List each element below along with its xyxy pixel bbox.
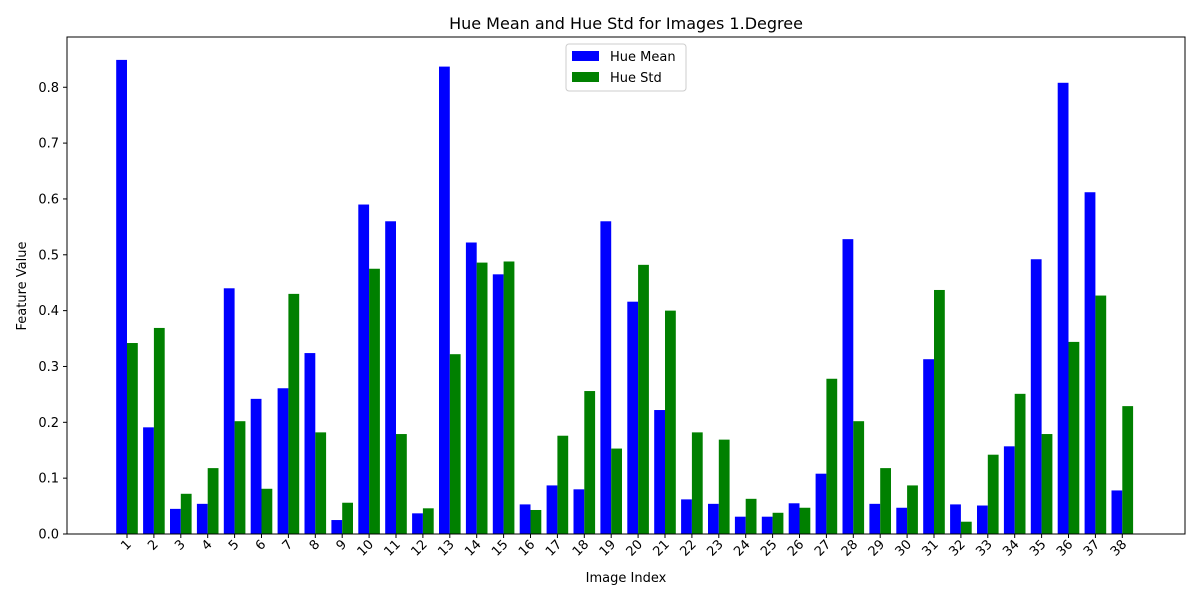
bar-hue-mean-28 [842,239,854,534]
bar-hue-std-9 [342,502,353,534]
bar-hue-mean-37 [1084,192,1096,535]
bar-hue-mean-22 [681,499,692,534]
bar-hue-mean-14 [465,242,477,534]
bar-hue-mean-10 [358,204,370,534]
bar-hue-mean-2 [143,427,154,534]
bar-hue-std-3 [180,493,192,534]
y-tick-label: 0.0 [38,528,59,543]
bar-hue-mean-29 [869,503,881,534]
y-axis-label: Feature Value [15,242,30,331]
bar-hue-std-6 [261,488,273,534]
bar-hue-std-38 [1122,406,1134,534]
bar-hue-std-24 [745,498,757,534]
bar-hue-std-13 [449,354,461,534]
bar-hue-mean-23 [708,503,719,534]
bar-hue-std-25 [772,512,784,534]
bar-hue-std-12 [422,508,434,534]
bar-hue-std-26 [799,507,811,534]
bars-group [116,59,1134,535]
legend-swatch-hue-mean [572,51,599,61]
bar-hue-mean-33 [977,505,988,534]
y-tick-label: 0.6 [38,192,59,207]
y-tick-label: 0.1 [38,472,59,487]
bar-hue-mean-25 [761,516,773,534]
bar-hue-std-7 [288,293,300,534]
bar-hue-mean-6 [250,398,262,534]
y-tick-label: 0.3 [38,360,59,375]
bar-hue-std-16 [530,509,542,534]
legend-label-hue-std: Hue Std [610,71,662,86]
bar-hue-std-34 [1014,393,1026,534]
bar-hue-std-2 [153,327,165,534]
bar-hue-std-37 [1095,295,1107,534]
legend-label-hue-mean: Hue Mean [610,50,676,65]
y-tick-label: 0.7 [38,137,59,152]
bar-hue-mean-7 [277,388,289,534]
bar-hue-mean-1 [116,59,127,535]
bar-hue-mean-34 [1003,446,1015,534]
bar-hue-mean-20 [627,301,639,534]
bar-hue-std-21 [665,310,676,534]
y-tick-label: 0.2 [38,416,59,431]
bar-hue-mean-4 [196,503,208,534]
bar-hue-std-30 [907,485,918,534]
bar-hue-std-29 [880,468,891,534]
y-tick-label: 0.5 [38,248,59,263]
bar-hue-std-8 [315,432,327,534]
bar-hue-mean-27 [815,473,827,534]
bar-hue-mean-17 [546,485,558,534]
bar-hue-mean-21 [654,410,665,534]
bar-hue-std-23 [718,439,730,534]
bar-hue-std-15 [503,261,515,534]
bar-hue-mean-26 [788,503,800,534]
bar-hue-std-31 [934,289,945,534]
bar-hue-mean-32 [950,504,961,534]
bar-hue-mean-8 [304,353,316,534]
bar-hue-std-10 [369,268,380,534]
bar-hue-mean-15 [492,274,504,534]
x-axis-label: Image Index [586,571,667,586]
bar-hue-mean-31 [923,359,934,534]
bar-hue-std-27 [826,378,838,534]
legend-swatch-hue-std [572,72,599,82]
legend: Hue Mean Hue Std [565,43,687,92]
bar-hue-mean-3 [170,508,181,534]
bar-hue-std-11 [396,434,407,534]
bar-hue-mean-9 [331,520,343,534]
bar-hue-std-5 [234,421,246,534]
bar-hue-std-28 [853,421,865,534]
bar-hue-std-22 [691,432,703,534]
bar-hue-mean-13 [439,66,450,534]
bar-hue-mean-24 [734,516,746,534]
bar-hue-mean-38 [1111,490,1123,534]
bar-hue-std-14 [476,262,488,534]
bar-hue-std-1 [127,343,138,534]
bar-hue-mean-12 [412,513,423,534]
bar-hue-std-19 [611,448,622,534]
chart-title: Hue Mean and Hue Std for Images 1.Degree [449,14,803,33]
bar-hue-std-32 [960,521,972,534]
bar-hue-std-17 [557,435,569,534]
bar-hue-mean-35 [1030,259,1042,534]
plot-frame [66,36,1186,535]
bar-hue-std-4 [207,468,219,534]
y-tick-label: 0.4 [38,304,59,319]
bar-hue-mean-19 [600,221,612,534]
bar-hue-std-20 [638,264,649,534]
bar-hue-std-36 [1068,341,1080,534]
bar-hue-std-35 [1041,434,1053,534]
y-tick-label: 0.8 [38,81,59,96]
bar-hue-mean-30 [896,507,908,534]
bar-hue-mean-18 [573,489,585,534]
bar-hue-mean-11 [385,221,396,534]
bar-hue-mean-5 [223,288,235,534]
bar-hue-mean-16 [519,504,531,534]
bar-hue-mean-36 [1057,82,1069,534]
bar-hue-std-18 [584,391,596,534]
bar-hue-std-33 [987,454,999,534]
